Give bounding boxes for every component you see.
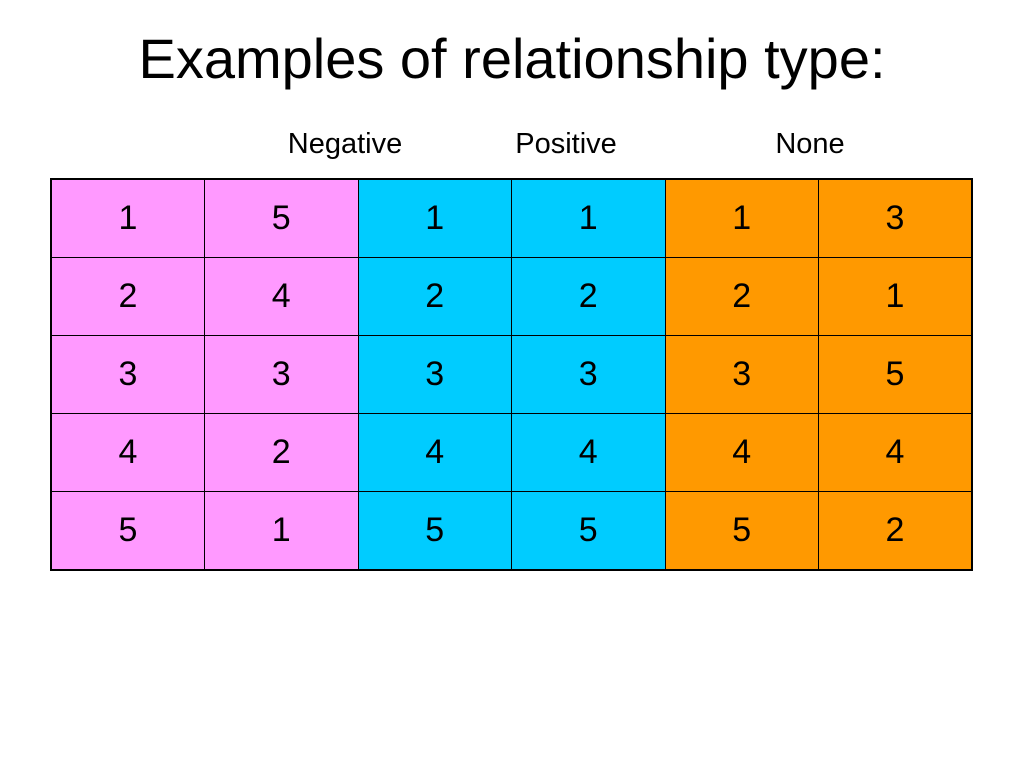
table-cell: 4 xyxy=(664,413,819,492)
table-cell: 5 xyxy=(357,491,512,571)
table-cell: 5 xyxy=(50,491,205,571)
table-cell: 4 xyxy=(50,413,205,492)
table-cell: 5 xyxy=(511,491,666,571)
table-cell: 2 xyxy=(204,413,359,492)
table-row: 4 2 4 4 4 4 xyxy=(50,413,973,492)
group-label-negative: Negative xyxy=(287,128,403,160)
table-row: 1 5 1 1 1 3 xyxy=(50,178,973,258)
table-cell: 4 xyxy=(357,413,512,492)
table-cell: 3 xyxy=(357,335,512,414)
table-row: 5 1 5 5 5 2 xyxy=(50,491,973,571)
table-cell: 2 xyxy=(818,491,973,571)
table-cell: 2 xyxy=(357,257,512,336)
table-cell: 3 xyxy=(818,178,973,258)
table-cell: 1 xyxy=(664,178,819,258)
table-cell: 4 xyxy=(511,413,666,492)
relationship-table: 1 5 1 1 1 3 2 4 2 2 2 1 3 3 3 3 3 5 4 2 … xyxy=(50,178,973,571)
group-label-none: None xyxy=(775,128,845,160)
group-label-positive: Positive xyxy=(515,128,617,160)
table-cell: 3 xyxy=(664,335,819,414)
table-cell: 3 xyxy=(511,335,666,414)
table-cell: 5 xyxy=(818,335,973,414)
table-cell: 3 xyxy=(204,335,359,414)
table-cell: 5 xyxy=(204,178,359,258)
table-cell: 2 xyxy=(664,257,819,336)
table-cell: 1 xyxy=(357,178,512,258)
table-row: 3 3 3 3 3 5 xyxy=(50,335,973,414)
slide-title: Examples of relationship type: xyxy=(138,27,886,90)
table-cell: 5 xyxy=(664,491,819,571)
table-cell: 4 xyxy=(818,413,973,492)
table-cell: 2 xyxy=(50,257,205,336)
table-cell: 1 xyxy=(50,178,205,258)
table-cell: 1 xyxy=(818,257,973,336)
table-cell: 2 xyxy=(511,257,666,336)
table-cell: 1 xyxy=(204,491,359,571)
table-cell: 1 xyxy=(511,178,666,258)
table-cell: 3 xyxy=(50,335,205,414)
table-row: 2 4 2 2 2 1 xyxy=(50,257,973,336)
table-cell: 4 xyxy=(204,257,359,336)
